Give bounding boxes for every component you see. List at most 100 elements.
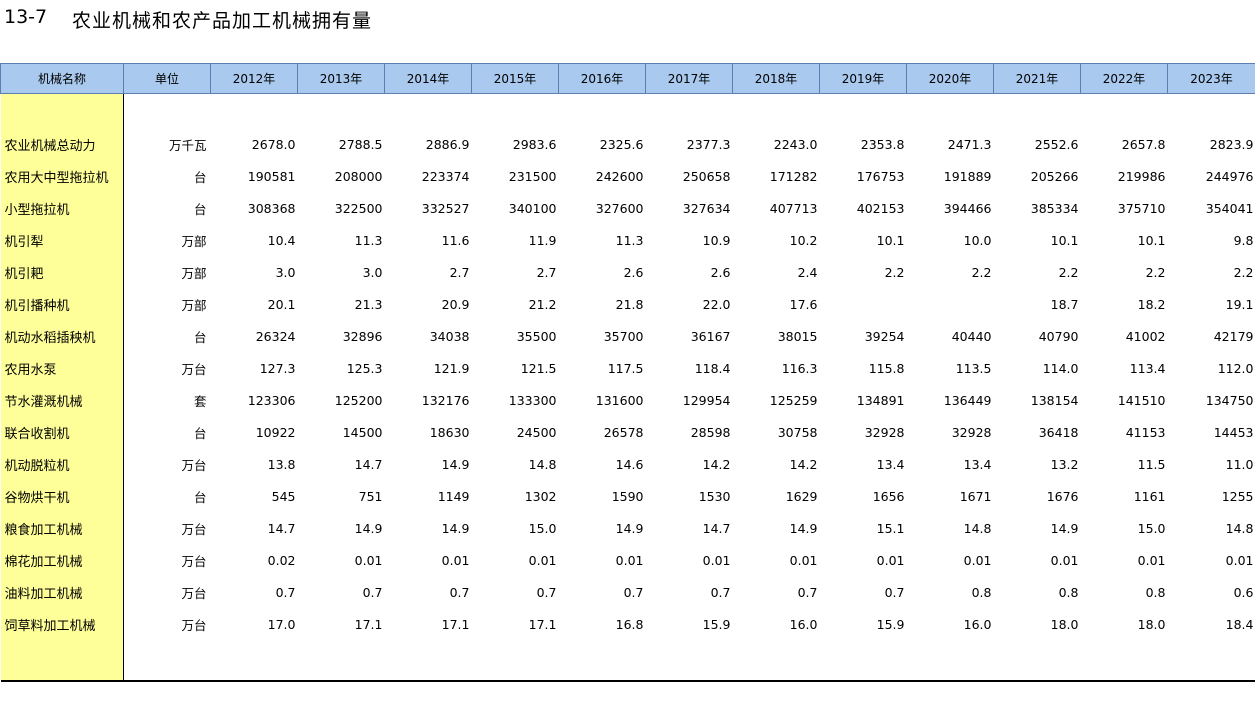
value-cell: 1656 (872, 489, 905, 504)
value-cell: 40790 (1038, 329, 1079, 344)
value-cell: 10.9 (702, 233, 731, 248)
value-cell: 0.01 (1050, 553, 1079, 568)
value-cell: 2.4 (797, 265, 818, 280)
value-cell: 16.0 (963, 617, 992, 632)
value-cell: 21.8 (615, 297, 644, 312)
value-cell: 14.8 (528, 457, 557, 472)
value-cell: 1629 (785, 489, 818, 504)
machine-name: 节水灌溉机械 (0, 382, 124, 414)
unit-cell: 台 (193, 426, 207, 441)
value-cell: 15.9 (876, 617, 905, 632)
value-cell: 39254 (864, 329, 905, 344)
value-cell: 2657.8 (1121, 137, 1166, 152)
machine-name: 油料加工机械 (0, 574, 124, 606)
value-cell: 34038 (429, 329, 470, 344)
value-cell: 26578 (603, 425, 644, 440)
value-cell: 242600 (595, 169, 644, 184)
value-cell: 2.7 (449, 265, 470, 280)
value-cell: 17.1 (354, 617, 383, 632)
value-cell: 402153 (856, 201, 905, 216)
header-unit: 单位 (123, 63, 211, 94)
value-cell: 28598 (690, 425, 731, 440)
value-cell: 2.2 (884, 265, 905, 280)
table-row: 饲草料加工机械 万台 17.0 17.1 17.1 17.1 16.8 15.9 16.0 15.… (0, 606, 1255, 638)
value-cell: 16.8 (615, 617, 644, 632)
machine-name: 联合收割机 (0, 414, 124, 446)
value-cell: 13.8 (267, 457, 296, 472)
page-title: 13-7 农业机械和农产品加工机械拥有量 (0, 0, 1255, 40)
value-cell: 0.8 (1145, 585, 1166, 600)
value-cell (907, 286, 994, 318)
value-cell: 0.7 (710, 585, 731, 600)
header-name: 机械名称 (0, 63, 124, 94)
value-cell: 14.8 (963, 521, 992, 536)
value-cell: 205266 (1030, 169, 1079, 184)
value-cell: 0.8 (1058, 585, 1079, 600)
value-cell: 2377.3 (686, 137, 731, 152)
machine-name: 机引播种机 (0, 286, 124, 318)
value-cell: 121.5 (520, 361, 557, 376)
value-cell: 2.7 (536, 265, 557, 280)
data-table: 机械名称 单位 2012年 2013年 2014年 2015年 2016年 2017年 2018… (0, 63, 1255, 682)
value-cell: 20.9 (441, 297, 470, 312)
unit-cell: 万部 (181, 234, 207, 249)
table-row: 农用大中型拖拉机 台 190581 208000 223374 231500 242600 2… (0, 158, 1255, 190)
header-year: 2017年 (645, 63, 733, 94)
value-cell: 751 (358, 489, 383, 504)
table-row: 机动脱粒机 万台 13.8 14.7 14.9 14.8 14.6 14.2 14.2 13.4 1… (0, 446, 1255, 478)
value-cell: 375710 (1117, 201, 1166, 216)
table-row: 谷物烘干机 台 545 751 1149 1302 1590 1530 1629 1656 1671… (0, 478, 1255, 510)
value-cell: 0.01 (528, 553, 557, 568)
unit-cell: 万台 (181, 458, 207, 473)
value-cell: 223374 (421, 169, 470, 184)
value-cell: 134750 (1205, 393, 1254, 408)
table-body: 农业机械总动力 万千瓦 2678.0 2788.5 2886.9 2983.6 2325.6… (0, 93, 1255, 682)
value-cell: 35500 (516, 329, 557, 344)
machine-name: 农用大中型拖拉机 (0, 158, 124, 190)
value-cell: 2243.0 (773, 137, 818, 152)
value-cell: 18.7 (1050, 297, 1079, 312)
table-row: 农业机械总动力 万千瓦 2678.0 2788.5 2886.9 2983.6 2325.6… (0, 126, 1255, 158)
value-cell: 394466 (943, 201, 992, 216)
value-cell: 176753 (856, 169, 905, 184)
table-row: 农用水泵 万台 127.3 125.3 121.9 121.5 117.5 118.4 116.… (0, 350, 1255, 382)
value-cell: 3.0 (362, 265, 383, 280)
unit-cell: 台 (193, 202, 207, 217)
value-cell: 136449 (943, 393, 992, 408)
header-row: 机械名称 单位 2012年 2013年 2014年 2015年 2016年 2017年 2018… (0, 63, 1255, 94)
value-cell: 15.0 (528, 521, 557, 536)
value-cell: 2886.9 (425, 137, 470, 152)
unit-cell: 万台 (181, 522, 207, 537)
value-cell: 17.1 (441, 617, 470, 632)
machine-name: 机动脱粒机 (0, 446, 124, 478)
value-cell: 354041 (1205, 201, 1254, 216)
value-cell: 20.1 (267, 297, 296, 312)
machine-name: 农业机械总动力 (0, 126, 124, 158)
value-cell: 14.9 (1050, 521, 1079, 536)
value-cell: 327600 (595, 201, 644, 216)
machine-name: 机动水稻插秧机 (0, 318, 124, 350)
value-cell: 17.1 (528, 617, 557, 632)
value-cell: 14.9 (441, 521, 470, 536)
unit-cell: 万台 (181, 362, 207, 377)
spacer-row (0, 93, 1255, 126)
value-cell: 14.7 (354, 457, 383, 472)
value-cell: 41002 (1125, 329, 1166, 344)
value-cell: 21.2 (528, 297, 557, 312)
value-cell: 0.01 (1225, 553, 1254, 568)
machine-name: 粮食加工机械 (0, 510, 124, 542)
value-cell: 41153 (1125, 425, 1166, 440)
value-cell: 191889 (943, 169, 992, 184)
value-cell: 16.0 (789, 617, 818, 632)
value-cell: 10922 (255, 425, 296, 440)
tail-row (0, 638, 1255, 682)
machine-name: 饲草料加工机械 (0, 606, 124, 638)
unit-cell: 万台 (181, 586, 207, 601)
value-cell: 1161 (1133, 489, 1166, 504)
value-cell: 18.0 (1137, 617, 1166, 632)
value-cell: 125.3 (346, 361, 383, 376)
header-year: 2015年 (471, 63, 559, 94)
value-cell: 112.0 (1217, 361, 1254, 376)
value-cell: 14453 (1213, 425, 1254, 440)
value-cell: 2471.3 (947, 137, 992, 152)
